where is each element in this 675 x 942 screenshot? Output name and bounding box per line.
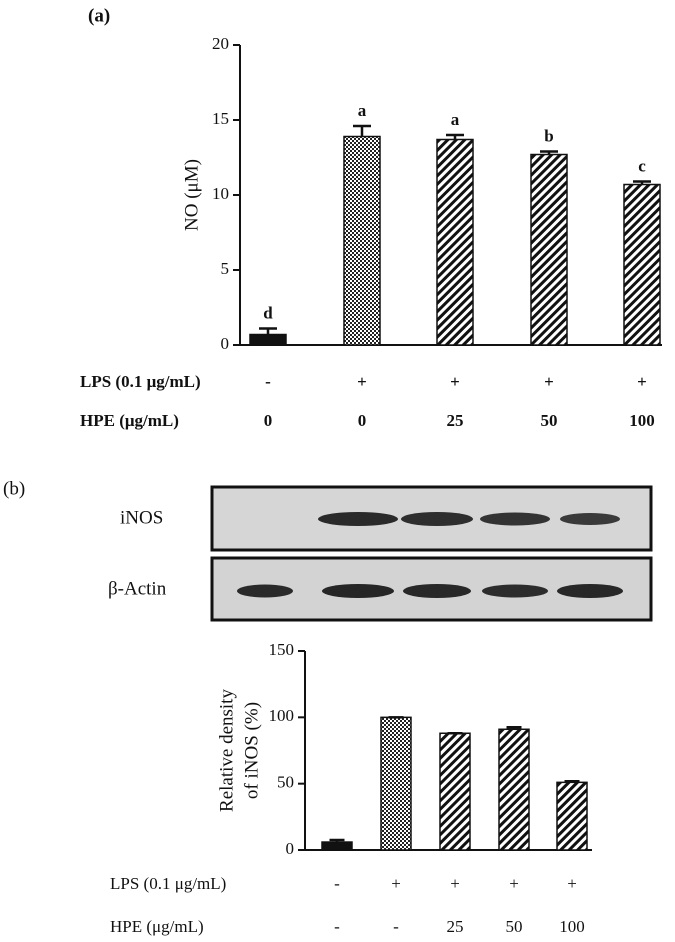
- condition-value: -: [265, 372, 271, 391]
- y-axis-label: of iNOS (%): [241, 702, 262, 799]
- error-bar: [633, 180, 651, 185]
- y-tick-label: 0: [286, 839, 295, 858]
- condition-value: 0: [358, 411, 367, 430]
- condition-label: HPE (μg/mL): [80, 411, 179, 430]
- condition-label: HPE (μg/mL): [110, 917, 204, 936]
- bar: [623, 183, 661, 346]
- significance-letter: a: [451, 110, 460, 129]
- condition-value: 50: [506, 917, 523, 936]
- condition-value: +: [637, 372, 647, 391]
- y-tick-label: 10: [212, 184, 229, 203]
- condition-value: +: [391, 874, 401, 893]
- condition-label: LPS (0.1 μg/mL): [110, 874, 226, 893]
- y-tick-label: 0: [221, 334, 230, 353]
- panel-label: (a): [88, 5, 110, 26]
- condition-value: +: [450, 874, 460, 893]
- bar: [321, 841, 353, 851]
- condition-value: -: [334, 874, 340, 893]
- bar: [436, 138, 474, 346]
- bar: [439, 732, 471, 851]
- bar: [343, 135, 381, 346]
- y-tick-label: 50: [277, 773, 294, 792]
- significance-letter: b: [544, 126, 553, 145]
- condition-label: LPS (0.1 μg/mL): [80, 372, 201, 391]
- error-bar: [353, 124, 371, 137]
- condition-value: +: [357, 372, 367, 391]
- y-tick-label: 5: [221, 259, 230, 278]
- blot: [210, 485, 653, 622]
- bar: [380, 716, 412, 851]
- condition-value: +: [567, 874, 577, 893]
- condition-value: 100: [559, 917, 585, 936]
- condition-value: 50: [541, 411, 558, 430]
- y-axis-label: Relative density: [216, 689, 237, 812]
- bar: [498, 728, 530, 851]
- y-tick-label: 20: [212, 34, 229, 53]
- error-bar: [506, 726, 522, 730]
- y-tick-label: 150: [269, 640, 295, 659]
- significance-letter: a: [358, 101, 367, 120]
- error-bar: [329, 838, 345, 843]
- bar: [249, 333, 287, 346]
- panel-label: (b): [3, 478, 25, 499]
- condition-value: +: [450, 372, 460, 391]
- condition-value: -: [393, 917, 399, 936]
- significance-letter: d: [263, 303, 273, 322]
- bar: [556, 781, 588, 851]
- blot-label: β-Actin: [108, 578, 167, 599]
- condition-value: 25: [447, 917, 464, 936]
- condition-value: 100: [629, 411, 655, 430]
- significance-letter: c: [638, 156, 646, 175]
- condition-value: -: [334, 917, 340, 936]
- y-axis-label: NO (μM): [181, 159, 202, 231]
- error-bar: [259, 327, 277, 335]
- y-tick-label: 100: [269, 706, 295, 725]
- error-bar: [446, 133, 464, 140]
- blot-label: iNOS: [120, 507, 163, 528]
- condition-value: 25: [447, 411, 464, 430]
- condition-value: +: [509, 874, 519, 893]
- condition-value: 0: [264, 411, 273, 430]
- error-bar: [540, 150, 558, 155]
- error-bar: [564, 780, 580, 783]
- y-tick-label: 15: [212, 109, 229, 128]
- condition-value: +: [544, 372, 554, 391]
- bar: [530, 153, 568, 346]
